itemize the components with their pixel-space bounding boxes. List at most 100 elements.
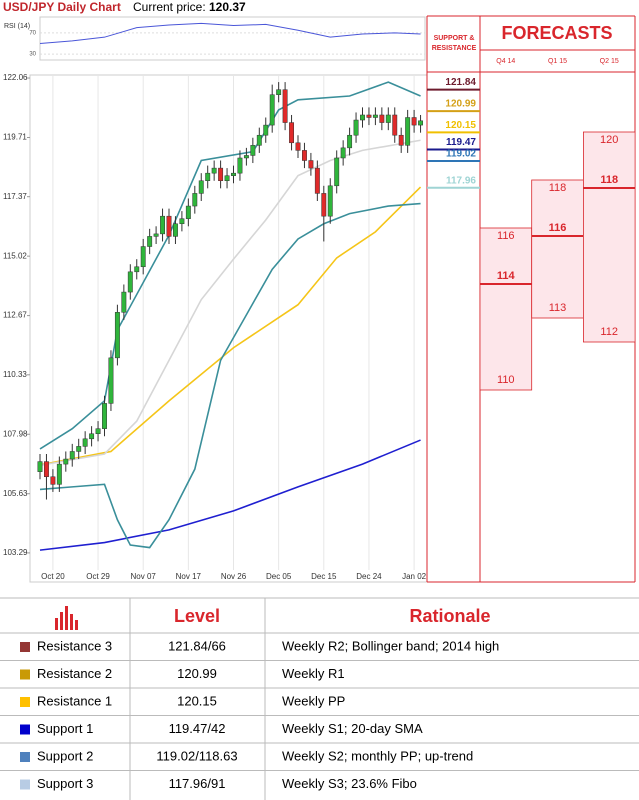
price-value: 120.37 <box>209 0 246 14</box>
candle-body <box>340 147 346 159</box>
candle-body <box>211 167 217 174</box>
row-level: 120.15 <box>177 693 217 708</box>
y-tick-label: 122.06 <box>3 73 28 82</box>
forecast-low: 113 <box>549 302 567 314</box>
row-name: Support 1 <box>37 721 93 736</box>
candle-body <box>353 119 359 136</box>
period-label: Q4 14 <box>496 58 515 65</box>
candle-body <box>250 145 256 156</box>
candle-body <box>385 114 391 123</box>
candle-body <box>231 172 236 176</box>
candle-body <box>405 117 411 146</box>
row-swatch <box>20 697 30 707</box>
row-rationale: Weekly PP <box>282 693 345 708</box>
column-header: Rationale <box>409 606 490 626</box>
level-label: 119.47 <box>446 137 476 148</box>
level-label: 120.15 <box>445 120 476 131</box>
forecast-low: 112 <box>600 326 618 338</box>
row-rationale: Weekly S2; monthly PP; up-trend <box>282 748 473 763</box>
indicator-line <box>39 439 421 551</box>
candle-body <box>295 142 301 151</box>
candle-body <box>269 94 275 126</box>
candle-body <box>160 215 166 235</box>
candle-body <box>147 236 153 247</box>
y-tick-label: 112.67 <box>3 311 27 320</box>
candle-body <box>37 461 43 472</box>
row-rationale: Weekly R2; Bollinger band; 2014 high <box>282 638 499 653</box>
candle-body <box>166 215 172 237</box>
row-level: 120.99 <box>177 666 217 681</box>
price-label: Current price: <box>133 0 206 14</box>
candle-body <box>276 89 282 95</box>
x-tick-label: Nov 26 <box>221 572 247 581</box>
y-tick-label: 70 <box>29 31 36 37</box>
period-label: Q1 15 <box>548 58 567 65</box>
candle-body <box>392 114 398 136</box>
forecast-mid-label: 116 <box>549 222 567 234</box>
candle-body <box>173 223 178 237</box>
row-swatch <box>20 752 30 762</box>
row-level: 121.84/66 <box>168 638 226 653</box>
forecast-low: 110 <box>497 374 515 386</box>
row-name: Resistance 2 <box>37 666 112 681</box>
row-rationale: Weekly S1; 20-day SMA <box>282 721 423 736</box>
x-tick-label: Nov 07 <box>131 572 157 581</box>
row-swatch <box>20 779 30 790</box>
candle-body <box>69 451 75 460</box>
candle-body <box>289 122 295 144</box>
level-label: 119.02 <box>446 149 476 160</box>
candle-body <box>282 89 288 123</box>
candle-body <box>372 114 378 118</box>
row-swatch <box>20 669 30 680</box>
candle-body <box>63 458 69 465</box>
candle-body <box>334 157 340 187</box>
candle-body <box>50 476 56 485</box>
forecast-range <box>531 179 584 319</box>
candle-body <box>360 114 365 121</box>
x-tick-label: Jan 02 <box>402 572 427 581</box>
candle-body <box>56 463 62 485</box>
chart-title: USD/JPY Daily Chart <box>3 0 121 14</box>
candle-body <box>237 157 243 174</box>
candle-body <box>308 160 314 169</box>
candle-body <box>198 180 204 194</box>
candle-body <box>95 428 101 434</box>
row-name: Resistance 3 <box>37 638 112 653</box>
forecast-mid-label: 118 <box>600 174 618 186</box>
row-swatch <box>20 642 30 652</box>
forecast-range <box>583 131 636 343</box>
candle-body <box>102 403 107 429</box>
candle-body <box>321 193 327 217</box>
candle-body <box>218 167 224 182</box>
rsi-title: RSI (14) <box>4 23 30 30</box>
level-label: 117.96 <box>446 175 476 186</box>
candle-body <box>314 167 320 194</box>
y-tick-label: 107.98 <box>3 429 28 438</box>
x-tick-label: Oct 29 <box>86 572 110 581</box>
candle-body <box>82 438 88 447</box>
column-header: Level <box>174 606 220 626</box>
forecast-high: 120 <box>600 134 618 146</box>
candle-body <box>224 175 230 182</box>
bar-icon <box>55 606 78 630</box>
y-tick-label: 119.71 <box>3 133 27 142</box>
candle-body <box>76 446 82 452</box>
x-tick-label: Nov 17 <box>176 572 202 581</box>
candle-body <box>418 120 424 126</box>
forecasts-title: FORECASTS <box>501 23 612 43</box>
x-tick-label: Dec 24 <box>356 572 382 581</box>
candle-body <box>44 461 49 478</box>
row-level: 119.02/118.63 <box>156 748 237 763</box>
levels-title: SUPPORT & RESISTANCE <box>431 35 477 52</box>
forecast-mid-label: 114 <box>497 270 516 282</box>
y-tick-label: 115.02 <box>3 251 27 260</box>
candle-body <box>327 185 333 217</box>
plot-frame <box>29 74 428 583</box>
candle-body <box>108 357 114 404</box>
row-rationale: Weekly S3; 23.6% Fibo <box>282 776 417 791</box>
candle-body <box>121 291 127 313</box>
candle-body <box>127 271 133 293</box>
forecast-high: 116 <box>497 230 515 242</box>
forecast-high: 118 <box>549 182 567 194</box>
